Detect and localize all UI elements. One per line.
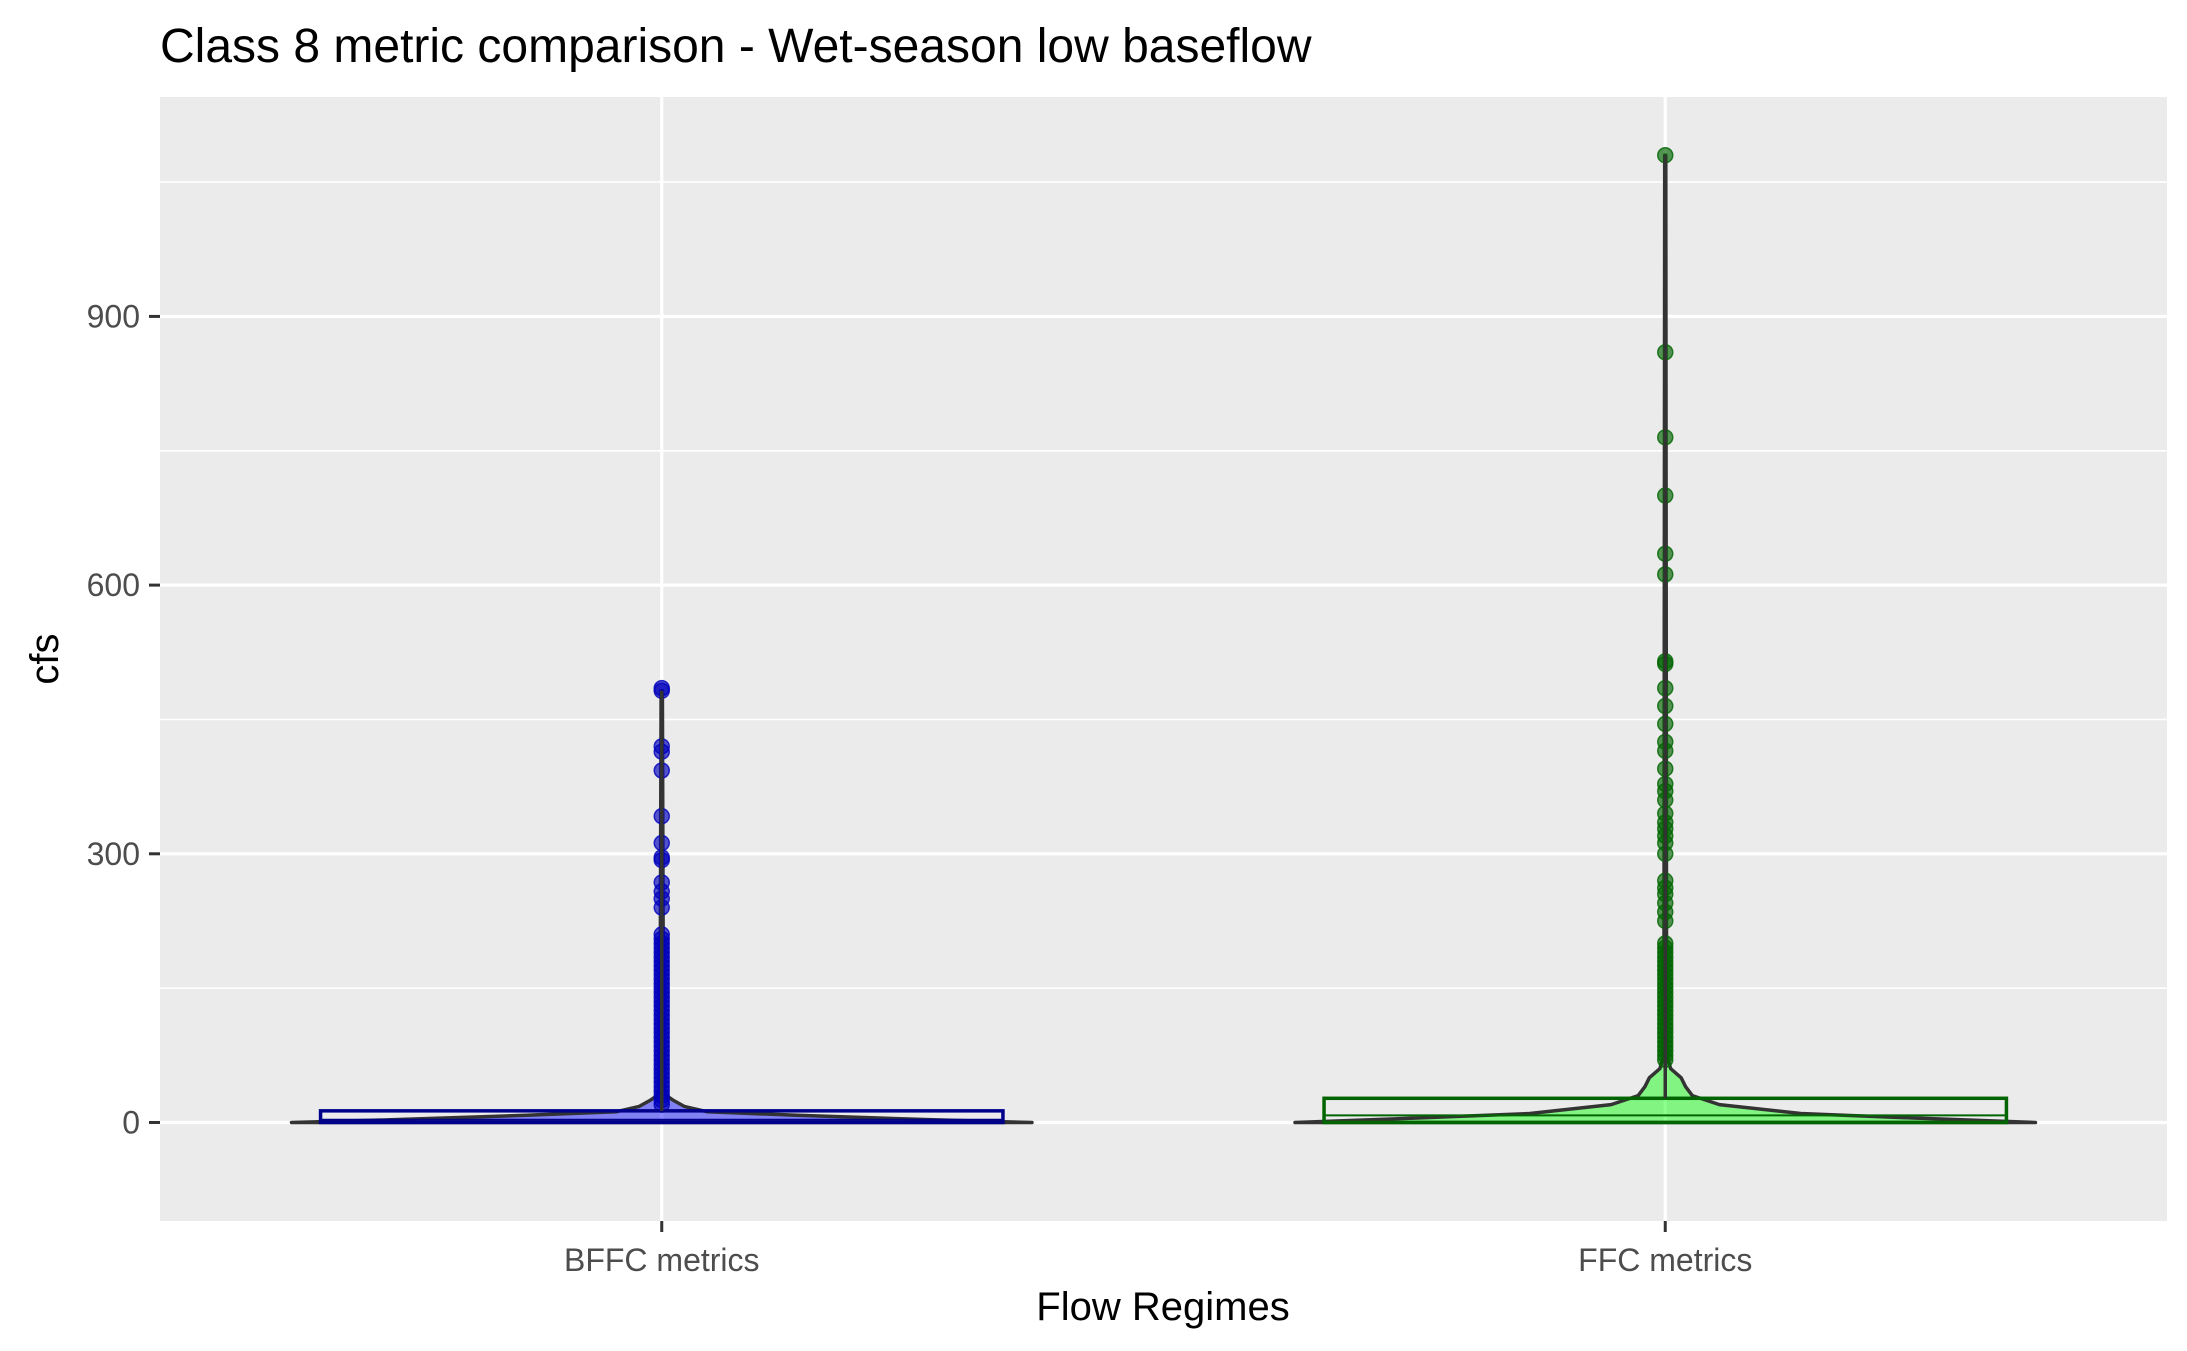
y-axis: 0 300 600 900	[87, 298, 160, 1140]
x-tick-label: FFC metrics	[1578, 1242, 1752, 1278]
y-axis-title: cfs	[23, 633, 67, 684]
x-axis-title: Flow Regimes	[1036, 1285, 1289, 1329]
x-tick-label: BFFC metrics	[564, 1242, 760, 1278]
x-axis: BFFC metrics FFC metrics	[564, 1221, 1752, 1278]
minor-gridlines	[160, 181, 2167, 989]
chart-title: Class 8 metric comparison - Wet-season l…	[160, 20, 1312, 73]
y-tick-label: 600	[87, 567, 140, 603]
y-tick-label: 300	[87, 836, 140, 872]
plot-panel	[160, 97, 2167, 1221]
y-tick-label: 0	[122, 1104, 140, 1140]
y-tick-label: 900	[87, 298, 140, 334]
boxplots	[318, 155, 2009, 1125]
